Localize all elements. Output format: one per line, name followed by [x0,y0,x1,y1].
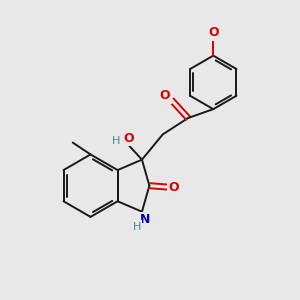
Text: O: O [123,132,134,145]
Text: O: O [169,181,179,194]
Text: N: N [140,214,150,226]
Text: O: O [208,26,219,39]
Text: H: H [132,221,141,232]
Text: O: O [160,89,170,102]
Text: H: H [112,136,120,146]
